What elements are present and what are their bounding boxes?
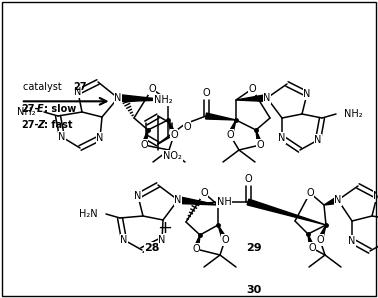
Text: O: O xyxy=(316,235,324,245)
Text: : slow: : slow xyxy=(44,104,76,114)
Text: O: O xyxy=(140,140,148,150)
Polygon shape xyxy=(218,225,227,241)
Polygon shape xyxy=(178,196,218,205)
Text: O: O xyxy=(192,244,200,254)
Text: 30: 30 xyxy=(246,285,262,295)
Polygon shape xyxy=(206,113,236,120)
Polygon shape xyxy=(228,120,236,136)
Text: N: N xyxy=(373,191,378,201)
Text: : fast: : fast xyxy=(44,120,72,130)
Text: N: N xyxy=(174,195,182,205)
Text: N: N xyxy=(158,235,166,245)
Text: O: O xyxy=(308,243,316,253)
Text: N: N xyxy=(96,133,104,143)
Polygon shape xyxy=(324,197,339,205)
Polygon shape xyxy=(308,234,314,249)
Text: N: N xyxy=(263,93,271,103)
Text: O: O xyxy=(170,130,178,140)
Text: O: O xyxy=(244,174,252,184)
Text: O: O xyxy=(256,140,264,150)
Text: O: O xyxy=(148,84,156,94)
Text: O: O xyxy=(306,188,314,198)
Text: +: + xyxy=(157,219,172,237)
Polygon shape xyxy=(236,94,267,102)
Text: 27-: 27- xyxy=(21,104,38,114)
Polygon shape xyxy=(256,130,262,146)
Text: E: E xyxy=(37,104,43,114)
Text: 28: 28 xyxy=(144,243,160,253)
Text: N: N xyxy=(314,135,322,145)
Text: 29: 29 xyxy=(246,243,262,253)
Text: O: O xyxy=(221,235,229,245)
Text: NH₂: NH₂ xyxy=(17,107,36,117)
Polygon shape xyxy=(118,94,168,102)
Text: O: O xyxy=(200,188,208,198)
Polygon shape xyxy=(142,130,148,146)
Text: N: N xyxy=(74,87,82,97)
Text: 27: 27 xyxy=(73,82,86,92)
Polygon shape xyxy=(168,120,176,136)
Text: 27-: 27- xyxy=(21,120,38,130)
Text: N: N xyxy=(114,93,122,103)
Text: N: N xyxy=(303,89,311,99)
Text: Z: Z xyxy=(37,120,44,130)
Text: O: O xyxy=(202,88,210,98)
Text: O: O xyxy=(248,84,256,94)
Text: N: N xyxy=(334,195,342,205)
Text: N: N xyxy=(58,132,66,142)
Text: O: O xyxy=(226,130,234,140)
Text: N: N xyxy=(348,236,356,246)
Text: N: N xyxy=(120,235,128,245)
Text: O: O xyxy=(183,122,191,132)
Polygon shape xyxy=(318,225,326,241)
Text: N: N xyxy=(134,191,142,201)
Text: NH₂: NH₂ xyxy=(154,95,173,105)
Text: NH: NH xyxy=(217,197,231,207)
Polygon shape xyxy=(247,199,326,225)
Text: catalyst: catalyst xyxy=(23,82,65,92)
Text: H₂N: H₂N xyxy=(79,209,98,219)
Text: NO₂: NO₂ xyxy=(163,151,182,161)
Text: NH₂: NH₂ xyxy=(344,109,363,119)
Text: N: N xyxy=(278,133,286,143)
Polygon shape xyxy=(194,235,200,250)
